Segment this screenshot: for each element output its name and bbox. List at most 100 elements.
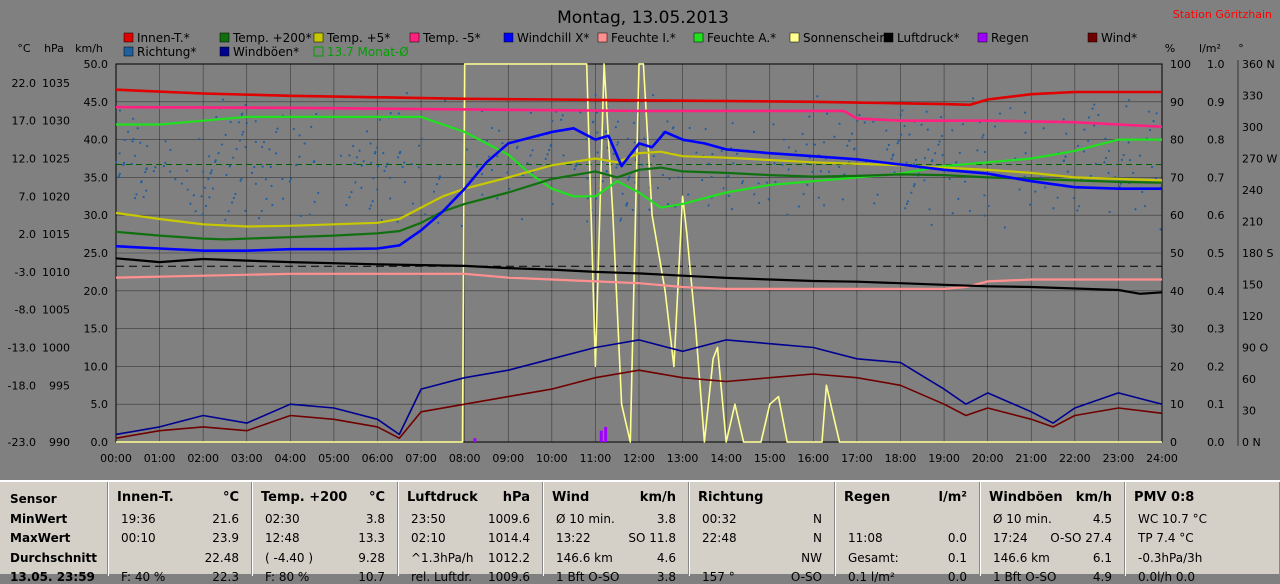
- direction-point: [594, 197, 598, 200]
- cell-value: 1009.6: [488, 570, 530, 584]
- series-layer: [115, 63, 1163, 443]
- direction-point: [162, 165, 166, 168]
- direction-point: [203, 186, 207, 189]
- direction-point: [411, 202, 414, 205]
- direction-point: [186, 188, 189, 191]
- direction-point: [732, 162, 735, 165]
- legend-swatch: [313, 32, 324, 43]
- table-column: Temp. +200 °C 02:30 3.8 12:48 13.3 ( -4.40 ) 9.…: [252, 482, 398, 584]
- direction-point: [1094, 162, 1097, 165]
- direction-point: [201, 213, 204, 216]
- direction-point: [819, 170, 822, 173]
- column-unit: °C: [368, 490, 385, 505]
- direction-point: [802, 193, 805, 196]
- direction-point: [201, 170, 205, 173]
- direction-point: [711, 152, 714, 156]
- weather-chart: Montag, 13.05.2013 Station Göritzhain 00…: [7, 8, 1278, 465]
- series-line-feuchte-a-: [116, 115, 1162, 209]
- direction-point: [227, 210, 230, 213]
- hpa-tick-label: 1020: [42, 190, 70, 203]
- x-tick-label: 18:00: [885, 452, 917, 465]
- x-tick-label: 03:00: [231, 452, 263, 465]
- direction-point: [313, 200, 316, 203]
- direction-point: [632, 121, 636, 125]
- direction-point: [435, 183, 439, 186]
- x-tick-label: 15:00: [754, 452, 786, 465]
- direction-point: [529, 154, 532, 157]
- direction-point: [405, 92, 408, 95]
- avg-label: Durchschnitt: [10, 551, 98, 565]
- direction-point: [550, 143, 553, 147]
- direction-point: [666, 203, 670, 206]
- direction-point: [575, 163, 578, 166]
- direction-point: [403, 181, 406, 184]
- degree-tick-label: 180 S: [1242, 247, 1273, 260]
- direction-point: [192, 194, 195, 197]
- direction-point: [241, 112, 244, 115]
- direction-point: [781, 163, 784, 166]
- lm2-unit-label: l/m²: [1199, 42, 1221, 55]
- table-column: Richtung 00:32 N 22:48 N NW 157 ° O-SO: [689, 482, 835, 584]
- cell-value: O-SO: [790, 570, 822, 584]
- direction-point: [813, 143, 816, 146]
- kmh-tick-label: 40.0: [84, 134, 109, 147]
- direction-point: [1141, 190, 1144, 194]
- direction-point: [460, 224, 463, 227]
- direction-point: [741, 182, 744, 185]
- direction-point: [886, 148, 889, 151]
- direction-point: [355, 156, 359, 159]
- direction-point: [983, 214, 986, 217]
- direction-point: [885, 129, 888, 132]
- direction-point: [1108, 210, 1111, 214]
- direction-point: [403, 161, 406, 164]
- x-tick-label: 19:00: [928, 452, 960, 465]
- direction-point: [923, 157, 926, 160]
- grid: [115, 63, 1163, 443]
- direction-point: [418, 144, 421, 147]
- direction-point: [232, 196, 235, 200]
- direction-point: [1018, 188, 1021, 191]
- direction-point: [1118, 185, 1121, 188]
- cell-value: 22.48: [204, 551, 239, 565]
- series-line-feuchte-i-: [115, 272, 1162, 290]
- direction-point: [262, 141, 266, 144]
- lm2-tick-label: 0.7: [1207, 171, 1225, 184]
- series-line-innen-t-: [115, 88, 1162, 107]
- column-header: Temp. +200: [261, 490, 348, 505]
- hpa-tick-label: 1035: [42, 77, 70, 90]
- legend-swatch: [977, 32, 988, 43]
- direction-point: [850, 132, 854, 135]
- direction-point: [695, 151, 698, 154]
- direction-point: [485, 139, 489, 142]
- column-header: Windböen: [989, 490, 1063, 505]
- direction-point: [352, 144, 355, 148]
- direction-point: [899, 113, 902, 116]
- direction-point: [1072, 196, 1076, 200]
- direction-point: [385, 165, 388, 168]
- direction-point: [444, 99, 447, 102]
- direction-point: [961, 123, 964, 126]
- direction-point: [365, 130, 369, 133]
- x-tick-label: 08:00: [449, 452, 481, 465]
- direction-point: [1127, 141, 1130, 144]
- direction-point: [1103, 161, 1106, 164]
- direction-point: [438, 176, 441, 179]
- direction-point: [963, 180, 967, 183]
- direction-point: [290, 176, 293, 180]
- direction-point: [1134, 208, 1137, 211]
- legend-swatch: [1087, 32, 1098, 43]
- direction-point: [1104, 137, 1107, 140]
- direction-point: [752, 130, 756, 134]
- direction-point: [261, 165, 264, 168]
- direction-point: [224, 218, 227, 221]
- kmh-tick-label: 25.0: [84, 247, 109, 260]
- lm2-tick-label: 0.9: [1207, 96, 1225, 109]
- direction-point: [551, 203, 554, 206]
- direction-point: [315, 112, 318, 116]
- direction-point: [145, 167, 148, 170]
- direction-point: [370, 161, 373, 164]
- series-line-temp-5-: [115, 150, 1163, 228]
- cell-label: 02:30: [265, 512, 300, 526]
- cell-label: 146.6 km: [993, 551, 1050, 565]
- cell-value: N: [813, 531, 822, 545]
